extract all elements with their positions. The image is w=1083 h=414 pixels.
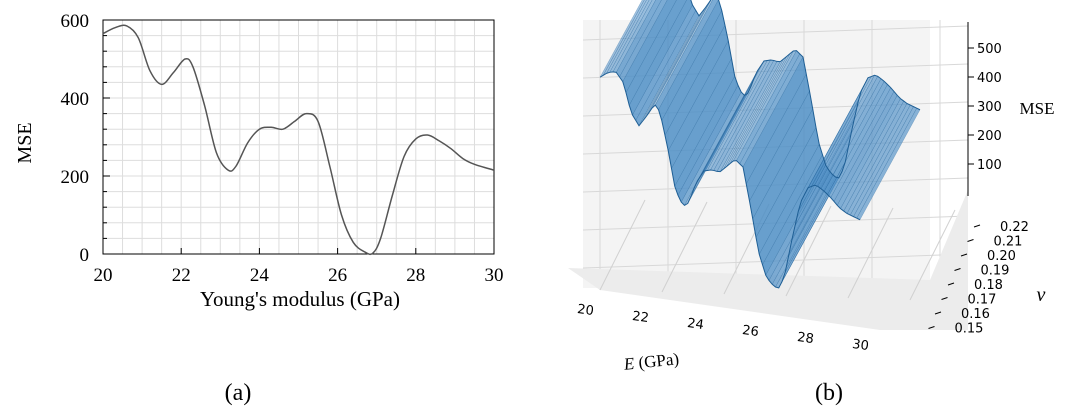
panel-a-line-chart: 20 22 24 26 28 30 0 200 400 600 MSE Young's modul… <box>14 11 504 406</box>
nu-tick-labels: 0.220.210.200.190.180.170.160.15 <box>928 220 1029 337</box>
z-axis-label: MSE <box>1020 99 1055 118</box>
x-tick-label: 30 <box>485 265 504 286</box>
nu-tick-label: 0.21 <box>994 235 1023 250</box>
surface <box>599 0 921 289</box>
e-tick-label: 20 <box>576 302 594 319</box>
y-axis-label: MSE <box>14 122 36 163</box>
e-axis-label: E (GPa) <box>622 349 680 374</box>
e-tick-label: 28 <box>796 330 814 347</box>
nu-tick-mark <box>973 224 981 228</box>
nu-tick-mark <box>928 326 935 329</box>
floor-grid-line <box>661 201 708 293</box>
e-axis-symbol: E <box>622 354 636 374</box>
x-tick-label: 24 <box>250 265 270 286</box>
e-tick-label: 30 <box>851 337 869 354</box>
y-tick-label: 200 <box>61 167 90 188</box>
nu-tick-mark <box>967 239 974 242</box>
floor-pane <box>568 190 968 330</box>
nu-tick-label: 0.16 <box>961 307 990 322</box>
panel-a-label: (a) <box>225 380 252 406</box>
y-tick-label: 600 <box>61 11 90 32</box>
x-tick-label: 26 <box>328 265 347 286</box>
floor-grid-line <box>909 209 956 301</box>
x-axis-label: Young's modulus (GPa) <box>200 287 400 311</box>
floor-grid-line <box>847 207 894 299</box>
e-tick-label: 26 <box>741 323 759 340</box>
y-tick-label: 400 <box>61 89 90 110</box>
x-tick-label: 28 <box>406 265 425 286</box>
y-tick-label: 0 <box>80 245 90 266</box>
z-tick-label: 400 <box>977 71 1002 86</box>
panel-b-label: (b) <box>815 380 843 406</box>
nu-tick-mark <box>941 297 948 300</box>
nu-tick-mark <box>947 282 955 286</box>
nu-tick-label: 0.22 <box>1000 220 1029 235</box>
surface-back-edge <box>690 0 921 179</box>
plot-frame <box>102 19 495 255</box>
nu-tick-label: 0.20 <box>987 249 1016 264</box>
nu-tick-mark <box>934 311 942 315</box>
y-minor-ticks <box>102 19 495 255</box>
e-tick-label: 24 <box>686 316 704 333</box>
nu-tick-label: 0.17 <box>968 293 997 308</box>
nu-axis-label: ν <box>1037 284 1046 306</box>
tick-labels: 20 22 24 26 28 30 0 200 400 600 <box>61 11 504 286</box>
nu-tick-label: 0.19 <box>981 264 1010 279</box>
nu-tick-label: 0.15 <box>955 322 984 337</box>
e-axis-unit: (GPa) <box>633 349 680 373</box>
grid <box>102 19 495 255</box>
e-tick-labels: 20 22 24 26 28 30 <box>576 302 869 354</box>
floor-grid <box>599 199 956 301</box>
e-tick-label: 22 <box>631 309 649 326</box>
z-tick-label: 500 <box>977 42 1002 57</box>
nu-tick-mark <box>960 253 968 257</box>
x-tick-label: 22 <box>172 265 191 286</box>
z-tick-label: 300 <box>977 100 1002 115</box>
surface-front-edge <box>599 71 861 289</box>
panel-b-surface-plot: 500 400 300 200 100 MSE 0.220.210.200.190.18… <box>568 0 1054 406</box>
z-tick-labels: 500 400 300 200 100 <box>968 42 1002 173</box>
floor-grid-line <box>785 205 832 297</box>
z-tick-label: 200 <box>977 129 1002 144</box>
z-tick-label: 100 <box>977 158 1002 173</box>
x-tick-label: 20 <box>94 265 113 286</box>
floor-grid-line <box>599 199 646 291</box>
mse-line <box>102 24 495 256</box>
nu-tick-mark <box>954 268 961 271</box>
nu-tick-label: 0.18 <box>974 278 1003 293</box>
